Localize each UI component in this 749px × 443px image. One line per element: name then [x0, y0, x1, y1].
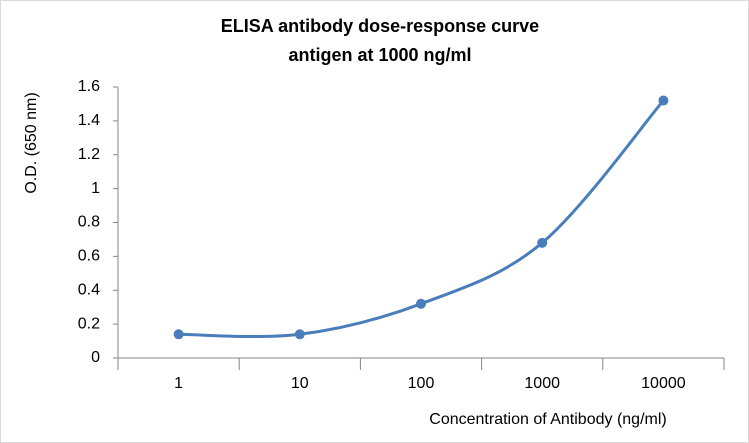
y-tick-label: 0.4	[78, 281, 100, 298]
x-tick-label: 1	[174, 375, 183, 392]
marker	[294, 329, 305, 340]
y-tick-label: 0.6	[78, 248, 100, 265]
y-tick-label: 0.2	[78, 315, 100, 332]
marker	[658, 95, 669, 106]
y-tick-label: 1	[91, 180, 100, 197]
x-tick-label: 100	[408, 375, 435, 392]
chart-title: ELISA antibody dose-response curve	[221, 16, 539, 36]
marker	[416, 298, 426, 309]
y-tick-label: 1.2	[78, 146, 100, 163]
y-tick-label: 1.6	[78, 78, 100, 95]
y-tick-label: 0	[91, 349, 100, 366]
y-tick-label: 0.8	[78, 214, 100, 231]
marker	[537, 237, 548, 248]
marker	[173, 329, 184, 340]
x-tick-label: 10000	[641, 375, 686, 392]
y-axis-label: O.D. (650 nm)	[23, 92, 40, 193]
x-axis-label: Concentration of Antibody (ng/ml)	[429, 411, 666, 428]
x-tick-label: 10	[291, 375, 309, 392]
x-tick-label: 1000	[524, 375, 560, 392]
chart-subtitle: antigen at 1000 ng/ml	[288, 45, 471, 65]
y-tick-label: 1.4	[78, 112, 100, 129]
